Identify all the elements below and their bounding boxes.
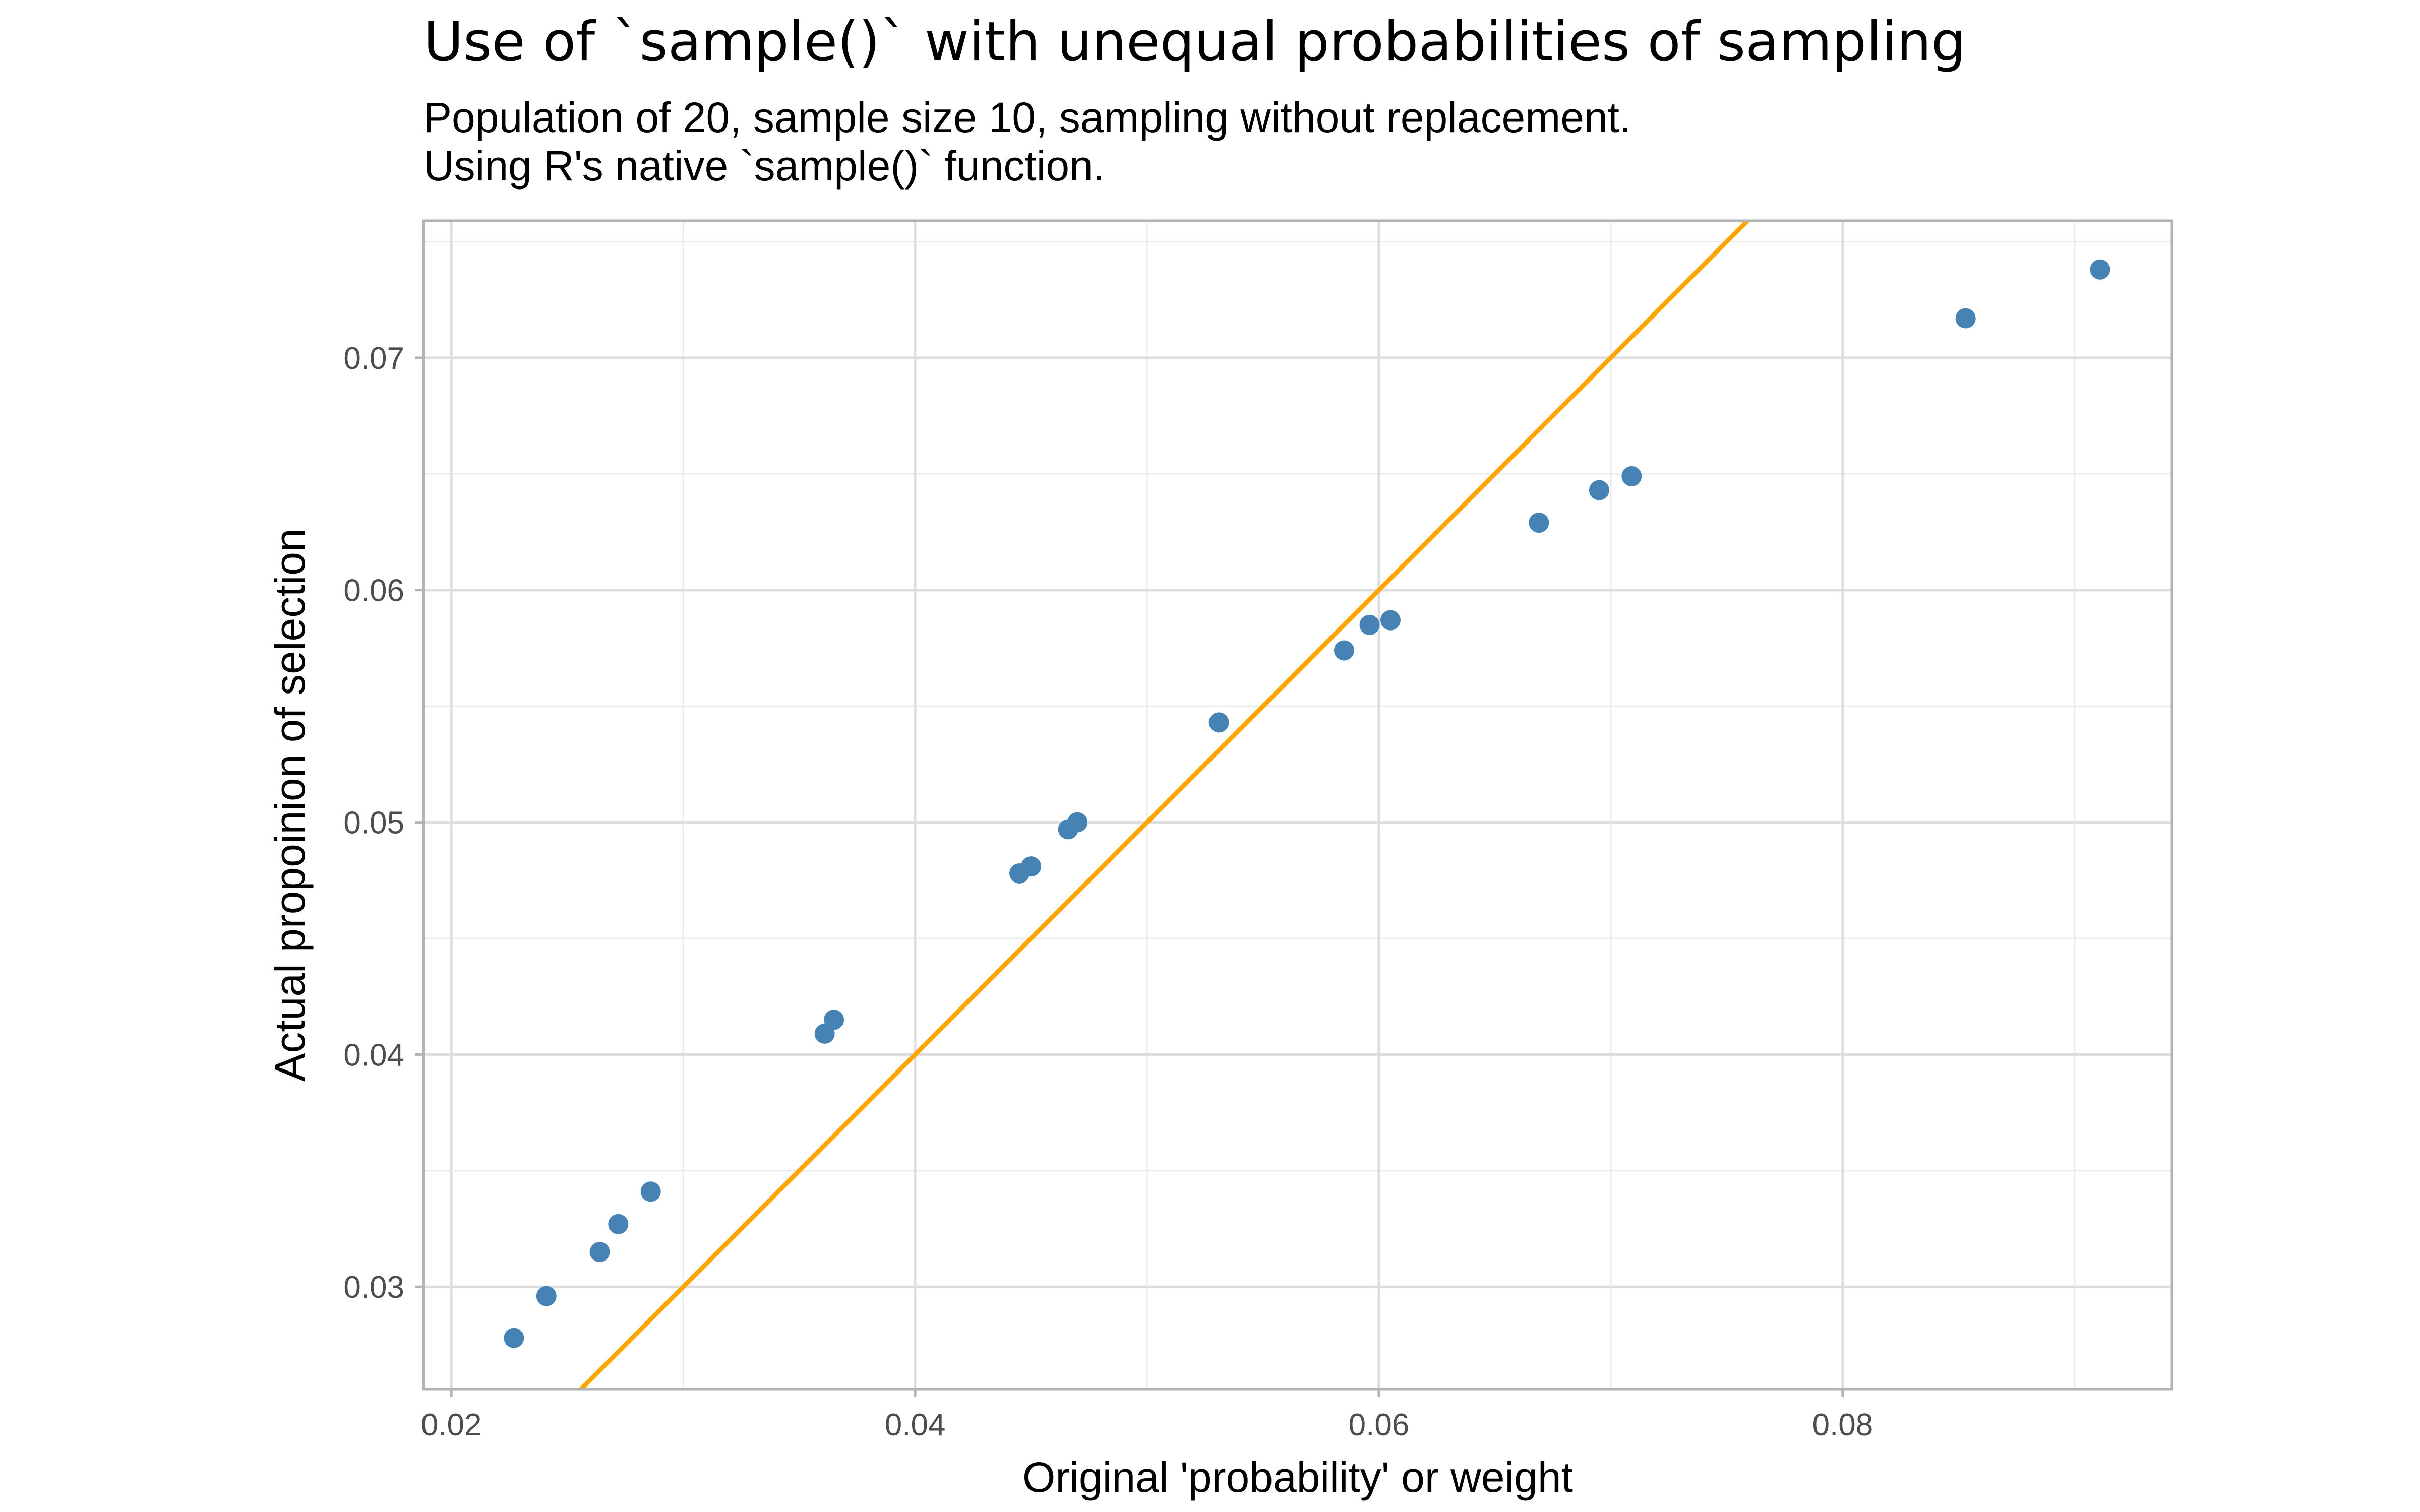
data-point	[536, 1286, 557, 1306]
y-axis-title: Actual propoinion of selection	[266, 528, 314, 1081]
data-point	[1589, 480, 1609, 500]
x-tick-label: 0.02	[421, 1408, 482, 1442]
y-tick-label: 0.04	[343, 1038, 404, 1073]
data-point	[504, 1328, 524, 1348]
y-tick-label: 0.07	[343, 341, 404, 376]
chart-title: Use of `sample()` with unequal probabili…	[424, 11, 1966, 74]
data-point	[1021, 856, 1042, 877]
reference-line	[579, 219, 1749, 1391]
x-tick-label: 0.06	[1349, 1408, 1410, 1442]
x-tick-label: 0.08	[1812, 1408, 1873, 1442]
data-point	[1067, 812, 1088, 833]
plot-panel	[424, 221, 2172, 1389]
data-point	[2090, 259, 2110, 280]
data-point	[640, 1181, 661, 1202]
y-tick-label: 0.05	[343, 806, 404, 841]
data-point	[1208, 712, 1229, 733]
data-point	[824, 1010, 844, 1030]
data-point	[1621, 466, 1642, 486]
x-axis-title: Original 'probability' or weight	[1022, 1454, 1573, 1501]
data-point	[589, 1242, 610, 1263]
y-tick-label: 0.06	[343, 574, 404, 608]
data-point	[608, 1214, 629, 1234]
chart-subtitle-line-1: Population of 20, sample size 10, sampli…	[424, 94, 1631, 141]
data-point	[1955, 308, 1976, 329]
data-point	[1334, 640, 1354, 661]
x-tick-label: 0.04	[885, 1408, 946, 1442]
data-point	[1529, 513, 1549, 533]
reference-line-layer	[579, 219, 1749, 1391]
data-point	[1380, 610, 1401, 631]
minor-gridlines	[424, 221, 2172, 1389]
data-point	[1359, 614, 1380, 635]
axis-ticks: 0.02 0.04 0.06 0.08 0.03 0.04 0.05 0.06 0.07	[343, 341, 1873, 1442]
y-tick-label: 0.03	[343, 1270, 404, 1305]
data-points	[504, 259, 2110, 1348]
chart-subtitle-line-2: Using R's native `sample()` function.	[424, 142, 1105, 190]
plot-panel-border	[422, 219, 2173, 1391]
major-gridlines	[424, 221, 2172, 1389]
